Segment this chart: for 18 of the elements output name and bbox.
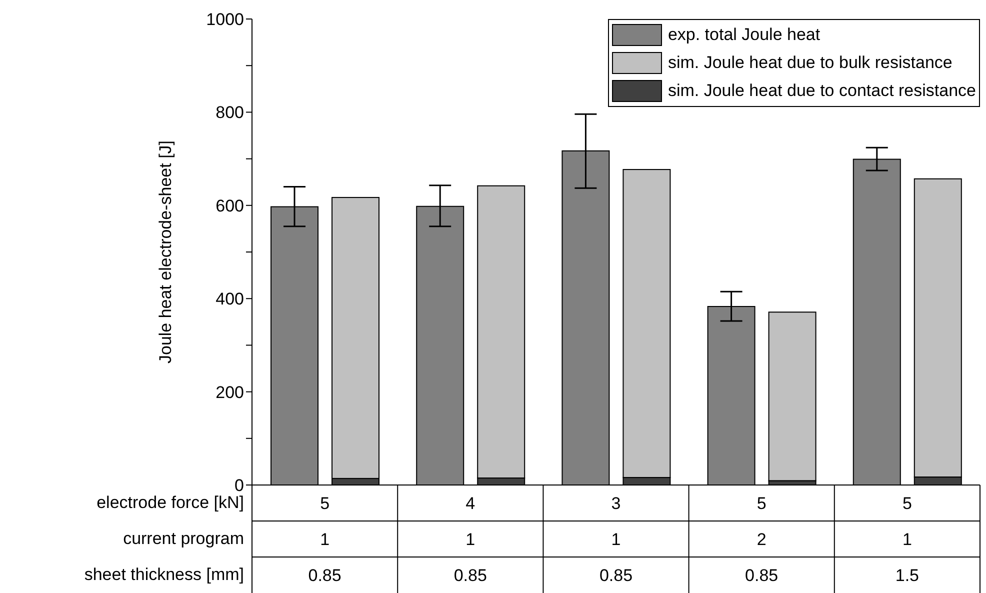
legend-label: sim. Joule heat due to bulk resistance: [668, 52, 952, 74]
x-tick-label: 4 1 0.85: [454, 494, 487, 585]
x-tick-label: 5 1 1.5: [895, 494, 920, 585]
x-tick-label: 5 2 0.85: [745, 494, 778, 585]
y-tick-label: 600: [216, 196, 244, 216]
y-tick-label: 400: [216, 290, 244, 309]
legend-label: sim. Joule heat due to contact resistance: [668, 80, 976, 102]
y-tick-label: 1000: [206, 10, 244, 30]
text: sheet thickness [mm]: [84, 564, 244, 586]
x-tick-label: 3 1 0.85: [599, 494, 633, 585]
bar: [768, 312, 816, 482]
y-tick-label: 800: [216, 103, 244, 122]
text: current program: [123, 528, 244, 550]
y-tick-label: 200: [216, 382, 244, 402]
y-axis-title: Joule heat electrode-sheet [J]: [156, 140, 176, 364]
legend-label: exp. total Joule heat: [668, 24, 820, 46]
y-tick-label: 0: [234, 476, 244, 496]
x-tick-label: 5 1 0.85: [308, 494, 342, 585]
